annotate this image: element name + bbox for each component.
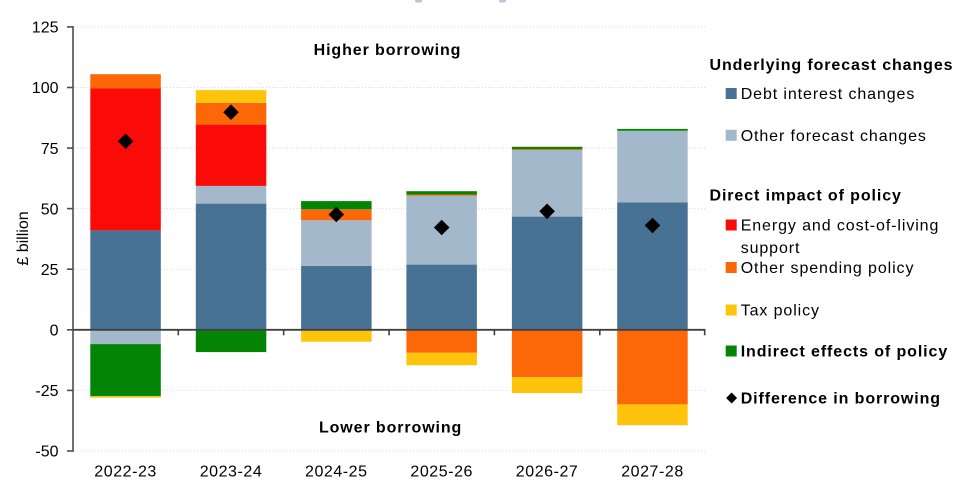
svg-text:Difference in borrowing: Difference in borrowing: [741, 391, 941, 408]
svg-text:-25: -25: [35, 383, 58, 400]
svg-text:2025-26: 2025-26: [410, 464, 473, 481]
svg-text:50: 50: [41, 201, 59, 218]
svg-text:Other spending policy: Other spending policy: [741, 260, 915, 277]
svg-text:Indirect effects of policy: Indirect effects of policy: [741, 344, 948, 361]
svg-text:Energy and cost-of-living: Energy and cost-of-living: [741, 218, 940, 235]
svg-text:Debt interest changes: Debt interest changes: [741, 86, 916, 103]
svg-text:Tax policy: Tax policy: [741, 303, 820, 320]
svg-text:2026-27: 2026-27: [516, 464, 579, 481]
svg-text:Other forecast changes: Other forecast changes: [741, 128, 927, 145]
svg-text:£ billion: £ billion: [15, 211, 32, 265]
svg-text:2022-23: 2022-23: [94, 464, 157, 481]
svg-text:125: 125: [32, 20, 59, 37]
svg-text:Underlying forecast changes: Underlying forecast changes: [710, 57, 954, 74]
svg-text:75: 75: [41, 141, 59, 158]
svg-text:25: 25: [41, 262, 59, 279]
svg-text:Higher borrowing: Higher borrowing: [314, 42, 462, 59]
svg-text:Lower borrowing: Lower borrowing: [319, 420, 462, 437]
svg-text:Direct impact of policy: Direct impact of policy: [710, 187, 902, 204]
svg-text:0: 0: [50, 323, 59, 340]
svg-text:support: support: [741, 240, 801, 257]
svg-text:100: 100: [32, 80, 59, 97]
svg-text:2024-25: 2024-25: [305, 464, 368, 481]
svg-text:2027-28: 2027-28: [621, 464, 684, 481]
svg-text:2023-24: 2023-24: [200, 464, 263, 481]
svg-text:-50: -50: [35, 444, 58, 461]
